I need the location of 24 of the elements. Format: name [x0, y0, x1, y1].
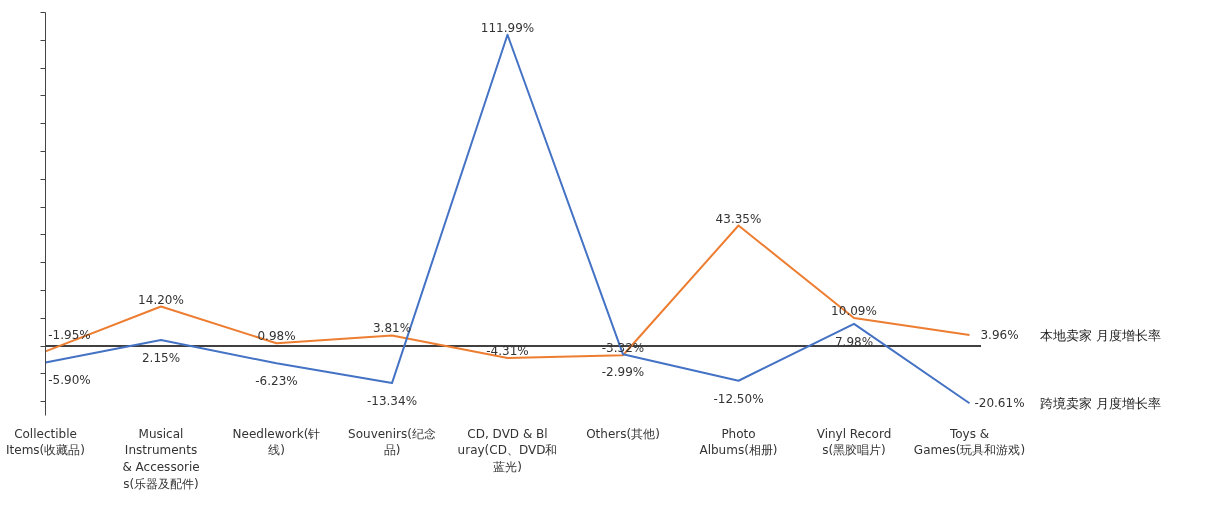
- x-tick-label: CD, DVD & Bluray(CD、DVD和蓝光): [457, 426, 558, 475]
- data-label: -13.34%: [366, 394, 418, 409]
- x-tick-label: Needlework(针线): [232, 426, 321, 458]
- data-label: 111.99%: [480, 20, 535, 35]
- x-tick-label: Souvenirs(纪念品): [348, 426, 436, 458]
- x-tick-label: Photo Albums(相册): [699, 426, 778, 458]
- data-label: 0.98%: [257, 329, 296, 344]
- data-label: -2.99%: [601, 365, 645, 380]
- x-tick-label: Collectible Items(收藏品): [6, 426, 85, 458]
- data-label: 2.15%: [141, 351, 181, 366]
- data-label: -12.50%: [713, 391, 764, 406]
- x-tick-label: Vinyl Records(黑胶唱片): [816, 426, 892, 458]
- data-label: 3.96%: [980, 328, 1019, 343]
- x-tick-label: Musical Instruments & Accessories(乐器及配件): [122, 426, 200, 491]
- data-label: 14.20%: [138, 292, 184, 307]
- data-label: -5.90%: [48, 373, 91, 388]
- data-label: -6.23%: [255, 374, 298, 389]
- text: 跨境卖家 月度增长率: [1039, 395, 1161, 411]
- data-label: -20.61%: [974, 396, 1025, 411]
- data-label: -4.31%: [486, 344, 529, 358]
- x-tick-label: Toys & Games(玩具和游戏): [913, 426, 1026, 458]
- data-label: 43.35%: [715, 211, 762, 226]
- x-tick-label: Others(其他): [586, 426, 660, 441]
- text: 本地卖家 月度增长率: [1039, 327, 1161, 343]
